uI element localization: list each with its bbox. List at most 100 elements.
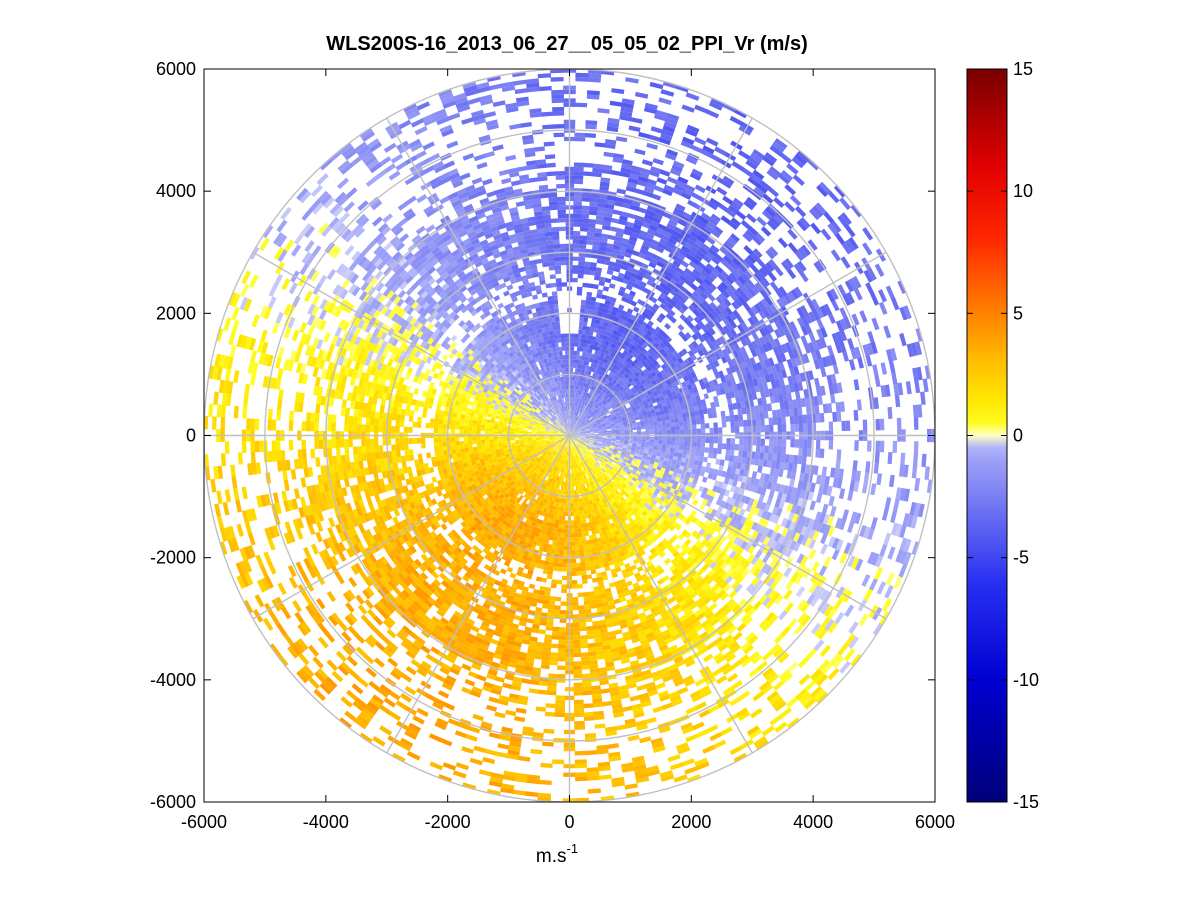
velocity-gate xyxy=(844,280,854,293)
velocity-gate xyxy=(578,424,582,428)
velocity-gate xyxy=(776,386,783,395)
velocity-gate xyxy=(666,430,672,434)
velocity-gate xyxy=(733,414,739,422)
velocity-gate xyxy=(545,283,552,289)
velocity-gate xyxy=(559,243,567,249)
velocity-gate xyxy=(873,397,879,409)
velocity-gate xyxy=(775,354,783,364)
velocity-gate xyxy=(587,218,597,224)
velocity-gate xyxy=(646,365,652,372)
velocity-gate xyxy=(760,390,766,399)
velocity-gate xyxy=(707,293,716,302)
velocity-gate xyxy=(601,423,606,426)
velocity-gate xyxy=(605,396,610,401)
velocity-gate xyxy=(615,429,620,432)
velocity-gate xyxy=(814,349,822,360)
velocity-gate xyxy=(621,396,627,401)
velocity-gate xyxy=(890,296,900,311)
velocity-gate xyxy=(556,282,562,287)
velocity-gate xyxy=(636,355,642,361)
velocity-gate xyxy=(761,277,771,287)
velocity-gate xyxy=(675,429,680,434)
velocity-gate xyxy=(682,385,689,392)
velocity-gate xyxy=(598,417,604,421)
velocity-gate xyxy=(769,281,779,292)
velocity-gate xyxy=(757,300,766,311)
velocity-gate xyxy=(564,337,568,343)
velocity-gate xyxy=(687,322,695,330)
velocity-gate xyxy=(585,432,591,434)
velocity-gate xyxy=(768,259,778,270)
velocity-gate xyxy=(749,263,760,274)
velocity-gate xyxy=(840,256,851,269)
velocity-gate xyxy=(641,396,647,402)
velocity-gate xyxy=(585,419,589,423)
velocity-gate xyxy=(696,400,702,406)
velocity-gate xyxy=(735,356,742,364)
velocity-gate xyxy=(589,197,599,203)
velocity-gate xyxy=(586,240,594,246)
velocity-gate xyxy=(584,417,588,422)
velocity-gate xyxy=(621,376,627,382)
velocity-gate xyxy=(553,132,565,138)
velocity-gate xyxy=(762,404,768,412)
velocity-gate xyxy=(786,268,797,280)
velocity-gate xyxy=(632,427,637,430)
velocity-gate xyxy=(578,261,585,266)
velocity-gate xyxy=(756,376,763,385)
velocity-gate xyxy=(608,417,613,421)
velocity-gate xyxy=(828,421,834,432)
velocity-gate xyxy=(630,379,636,385)
velocity-gate xyxy=(617,391,623,396)
velocity-gate xyxy=(784,342,792,352)
velocity-gate xyxy=(581,334,586,339)
velocity-gate xyxy=(598,433,603,435)
velocity-gate xyxy=(875,418,881,431)
velocity-gate xyxy=(572,269,579,274)
velocity-gate xyxy=(662,430,667,434)
velocity-gate xyxy=(587,424,593,427)
velocity-gate xyxy=(637,398,643,404)
velocity-gate xyxy=(863,269,873,283)
velocity-gate xyxy=(570,393,572,398)
velocity-gate xyxy=(594,403,599,408)
velocity-gate xyxy=(640,386,646,392)
velocity-gate xyxy=(809,208,821,221)
velocity-gate xyxy=(600,421,606,425)
velocity-gate xyxy=(580,218,589,224)
velocity-gate xyxy=(885,285,895,299)
velocity-gate xyxy=(683,429,689,434)
velocity-gate xyxy=(823,211,835,224)
velocity-gate xyxy=(733,363,741,372)
velocity-gate xyxy=(679,361,686,368)
velocity-gate xyxy=(615,382,621,388)
velocity-gate xyxy=(709,301,718,310)
velocity-gate xyxy=(862,227,874,241)
velocity-gate xyxy=(604,419,609,422)
velocity-gate xyxy=(659,410,665,415)
velocity-gate xyxy=(556,325,561,330)
velocity-gate xyxy=(572,376,575,381)
velocity-gate xyxy=(587,414,591,419)
velocity-gate xyxy=(693,405,699,412)
velocity-gate xyxy=(659,369,666,376)
velocity-gate xyxy=(756,216,767,227)
velocity-gate xyxy=(678,330,685,338)
velocity-gate xyxy=(593,428,599,431)
velocity-gate xyxy=(666,404,672,410)
velocity-gate xyxy=(717,427,723,433)
velocity-gate xyxy=(587,77,601,83)
velocity-gate xyxy=(677,396,684,402)
velocity-gate xyxy=(581,330,587,335)
velocity-gate xyxy=(762,382,769,391)
velocity-gate xyxy=(747,316,756,326)
velocity-gate xyxy=(761,397,767,405)
velocity-gate xyxy=(776,409,782,418)
velocity-gate xyxy=(777,416,782,425)
velocity-gate xyxy=(598,430,603,432)
velocity-gate xyxy=(752,273,762,283)
velocity-gate xyxy=(574,102,588,108)
velocity-gate xyxy=(640,426,646,430)
velocity-gate xyxy=(551,89,564,95)
velocity-gate xyxy=(708,342,716,351)
